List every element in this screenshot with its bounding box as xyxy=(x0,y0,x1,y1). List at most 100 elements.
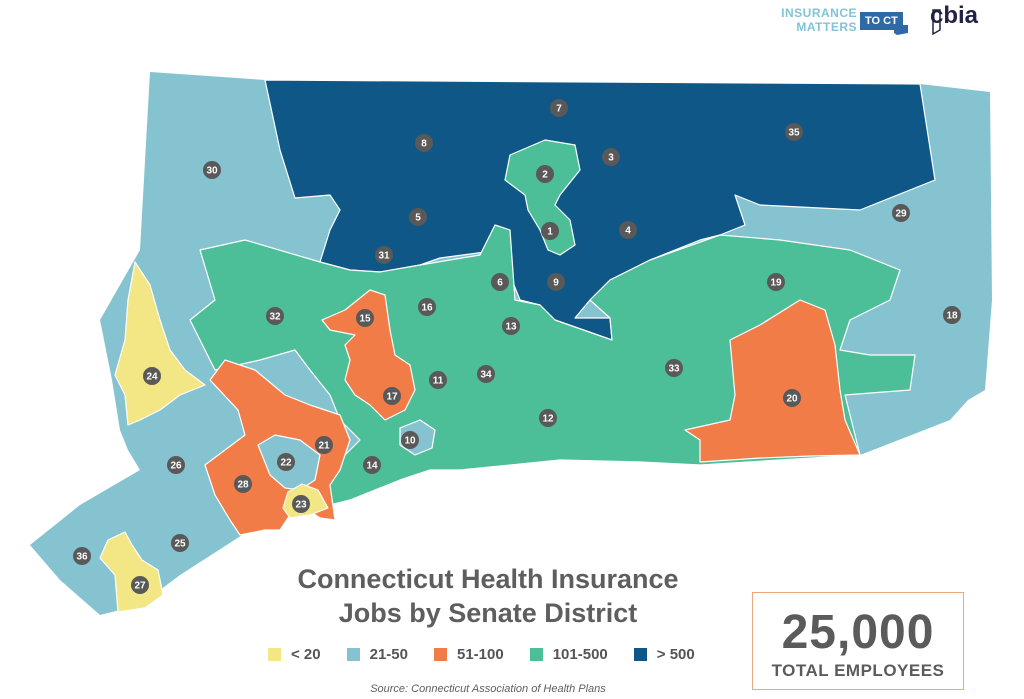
district-number-label: 33 xyxy=(668,364,680,375)
district-marker-25: 25 xyxy=(171,534,189,552)
district-marker-31: 31 xyxy=(375,246,393,264)
district-marker-circle xyxy=(429,371,447,389)
district-number-label: 13 xyxy=(505,322,517,333)
legend-item: < 20 xyxy=(268,646,321,663)
district-marker-circle xyxy=(234,475,252,493)
legend-swatch xyxy=(529,648,543,661)
insurance-matters-logo: INSURANCE MATTERS xyxy=(779,6,857,34)
district-markers: 1234567891011121314151617181920212223242… xyxy=(73,99,961,594)
cbia-logo: cbia xyxy=(930,2,979,29)
district-number-label: 32 xyxy=(269,312,281,323)
district-marker-33: 33 xyxy=(665,359,683,377)
district-number-label: 11 xyxy=(433,376,444,387)
district-marker-circle xyxy=(477,365,495,383)
district-marker-35: 35 xyxy=(785,123,803,141)
district-marker-circle xyxy=(539,409,557,427)
district-marker-circle xyxy=(541,222,559,240)
district-marker-circle xyxy=(266,307,284,325)
district-number-label: 26 xyxy=(170,461,182,472)
district-marker-circle xyxy=(383,387,401,405)
district-number-label: 28 xyxy=(237,480,249,491)
district-2-shape xyxy=(504,139,581,256)
total-employees-box: 25,000 TOTAL EMPLOYEES xyxy=(752,592,964,690)
legend-label: > 500 xyxy=(656,646,695,663)
district-marker-circle xyxy=(203,161,221,179)
district-number-label: 30 xyxy=(206,166,218,177)
district-number-label: 20 xyxy=(786,394,798,405)
district-number-label: 22 xyxy=(280,458,292,469)
legend-label: 101-500 xyxy=(552,646,608,663)
district-marker-circle xyxy=(767,273,785,291)
legend-item: 101-500 xyxy=(529,646,608,663)
district-marker-6: 6 xyxy=(491,273,509,291)
district-number-label: 3 xyxy=(608,153,614,164)
district-marker-34: 34 xyxy=(477,365,495,383)
district-number-label: 36 xyxy=(76,552,88,563)
district-marker-28: 28 xyxy=(234,475,252,493)
legend-swatch xyxy=(633,648,647,661)
district-marker-3: 3 xyxy=(602,148,620,166)
district-number-label: 19 xyxy=(770,278,782,289)
district-marker-circle xyxy=(892,204,910,222)
district-marker-circle xyxy=(491,273,509,291)
district-marker-circle xyxy=(315,436,333,454)
district-marker-26: 26 xyxy=(167,456,185,474)
district-number-label: 35 xyxy=(788,128,800,139)
district-marker-circle xyxy=(73,547,91,565)
district-marker-circle xyxy=(602,148,620,166)
district-marker-32: 32 xyxy=(266,307,284,325)
district-marker-circle xyxy=(375,246,393,264)
district-number-label: 1 xyxy=(547,227,553,238)
ct-state-icon xyxy=(894,25,908,35)
legend-label: 51-100 xyxy=(457,646,504,663)
district-marker-23: 23 xyxy=(292,495,310,513)
district-marker-16: 16 xyxy=(418,298,436,316)
district-number-label: 7 xyxy=(556,104,562,115)
district-marker-circle xyxy=(783,389,801,407)
district-number-label: 17 xyxy=(386,392,398,403)
district-number-label: 34 xyxy=(480,370,492,381)
district-marker-circle xyxy=(356,309,374,327)
district-number-label: 5 xyxy=(415,213,421,224)
district-marker-circle xyxy=(619,221,637,239)
district-marker-circle xyxy=(277,453,295,471)
district-number-label: 29 xyxy=(895,209,907,220)
district-number-label: 6 xyxy=(497,278,503,289)
district-marker-20: 20 xyxy=(783,389,801,407)
logo-line-2: MATTERS xyxy=(796,20,857,34)
cbia-state-icon xyxy=(932,9,941,36)
district-marker-27: 27 xyxy=(131,576,149,594)
legend-swatch xyxy=(434,648,447,661)
district-marker-circle xyxy=(415,134,433,152)
district-marker-circle xyxy=(409,208,427,226)
district-number-label: 18 xyxy=(946,311,958,322)
district-number-label: 4 xyxy=(625,226,631,237)
district-number-label: 12 xyxy=(542,414,554,425)
district-marker-1: 1 xyxy=(541,222,559,240)
district-marker-circle xyxy=(292,495,310,513)
district-number-label: 14 xyxy=(366,461,378,472)
district-marker-24: 24 xyxy=(143,367,161,385)
district-marker-11: 11 xyxy=(429,371,447,389)
district-number-label: 21 xyxy=(318,441,330,452)
district-marker-19: 19 xyxy=(767,273,785,291)
district-number-label: 31 xyxy=(378,251,390,262)
district-marker-9: 9 xyxy=(547,273,565,291)
legend-label: 21-50 xyxy=(369,646,408,663)
district-marker-29: 29 xyxy=(892,204,910,222)
district-marker-circle xyxy=(547,273,565,291)
district-number-label: 2 xyxy=(542,170,548,181)
legend-item: > 500 xyxy=(633,646,695,663)
district-marker-18: 18 xyxy=(943,306,961,324)
district-number-label: 10 xyxy=(404,436,416,447)
legend-label: < 20 xyxy=(291,646,321,663)
legend-item: 51-100 xyxy=(434,646,504,663)
district-marker-14: 14 xyxy=(363,456,381,474)
district-20-shape xyxy=(684,299,861,463)
district-24-shape xyxy=(114,261,206,426)
district-number-label: 23 xyxy=(295,500,307,511)
district-number-label: 8 xyxy=(421,139,427,150)
district-marker-circle xyxy=(785,123,803,141)
district-marker-circle xyxy=(550,99,568,117)
district-number-label: 27 xyxy=(134,581,146,592)
